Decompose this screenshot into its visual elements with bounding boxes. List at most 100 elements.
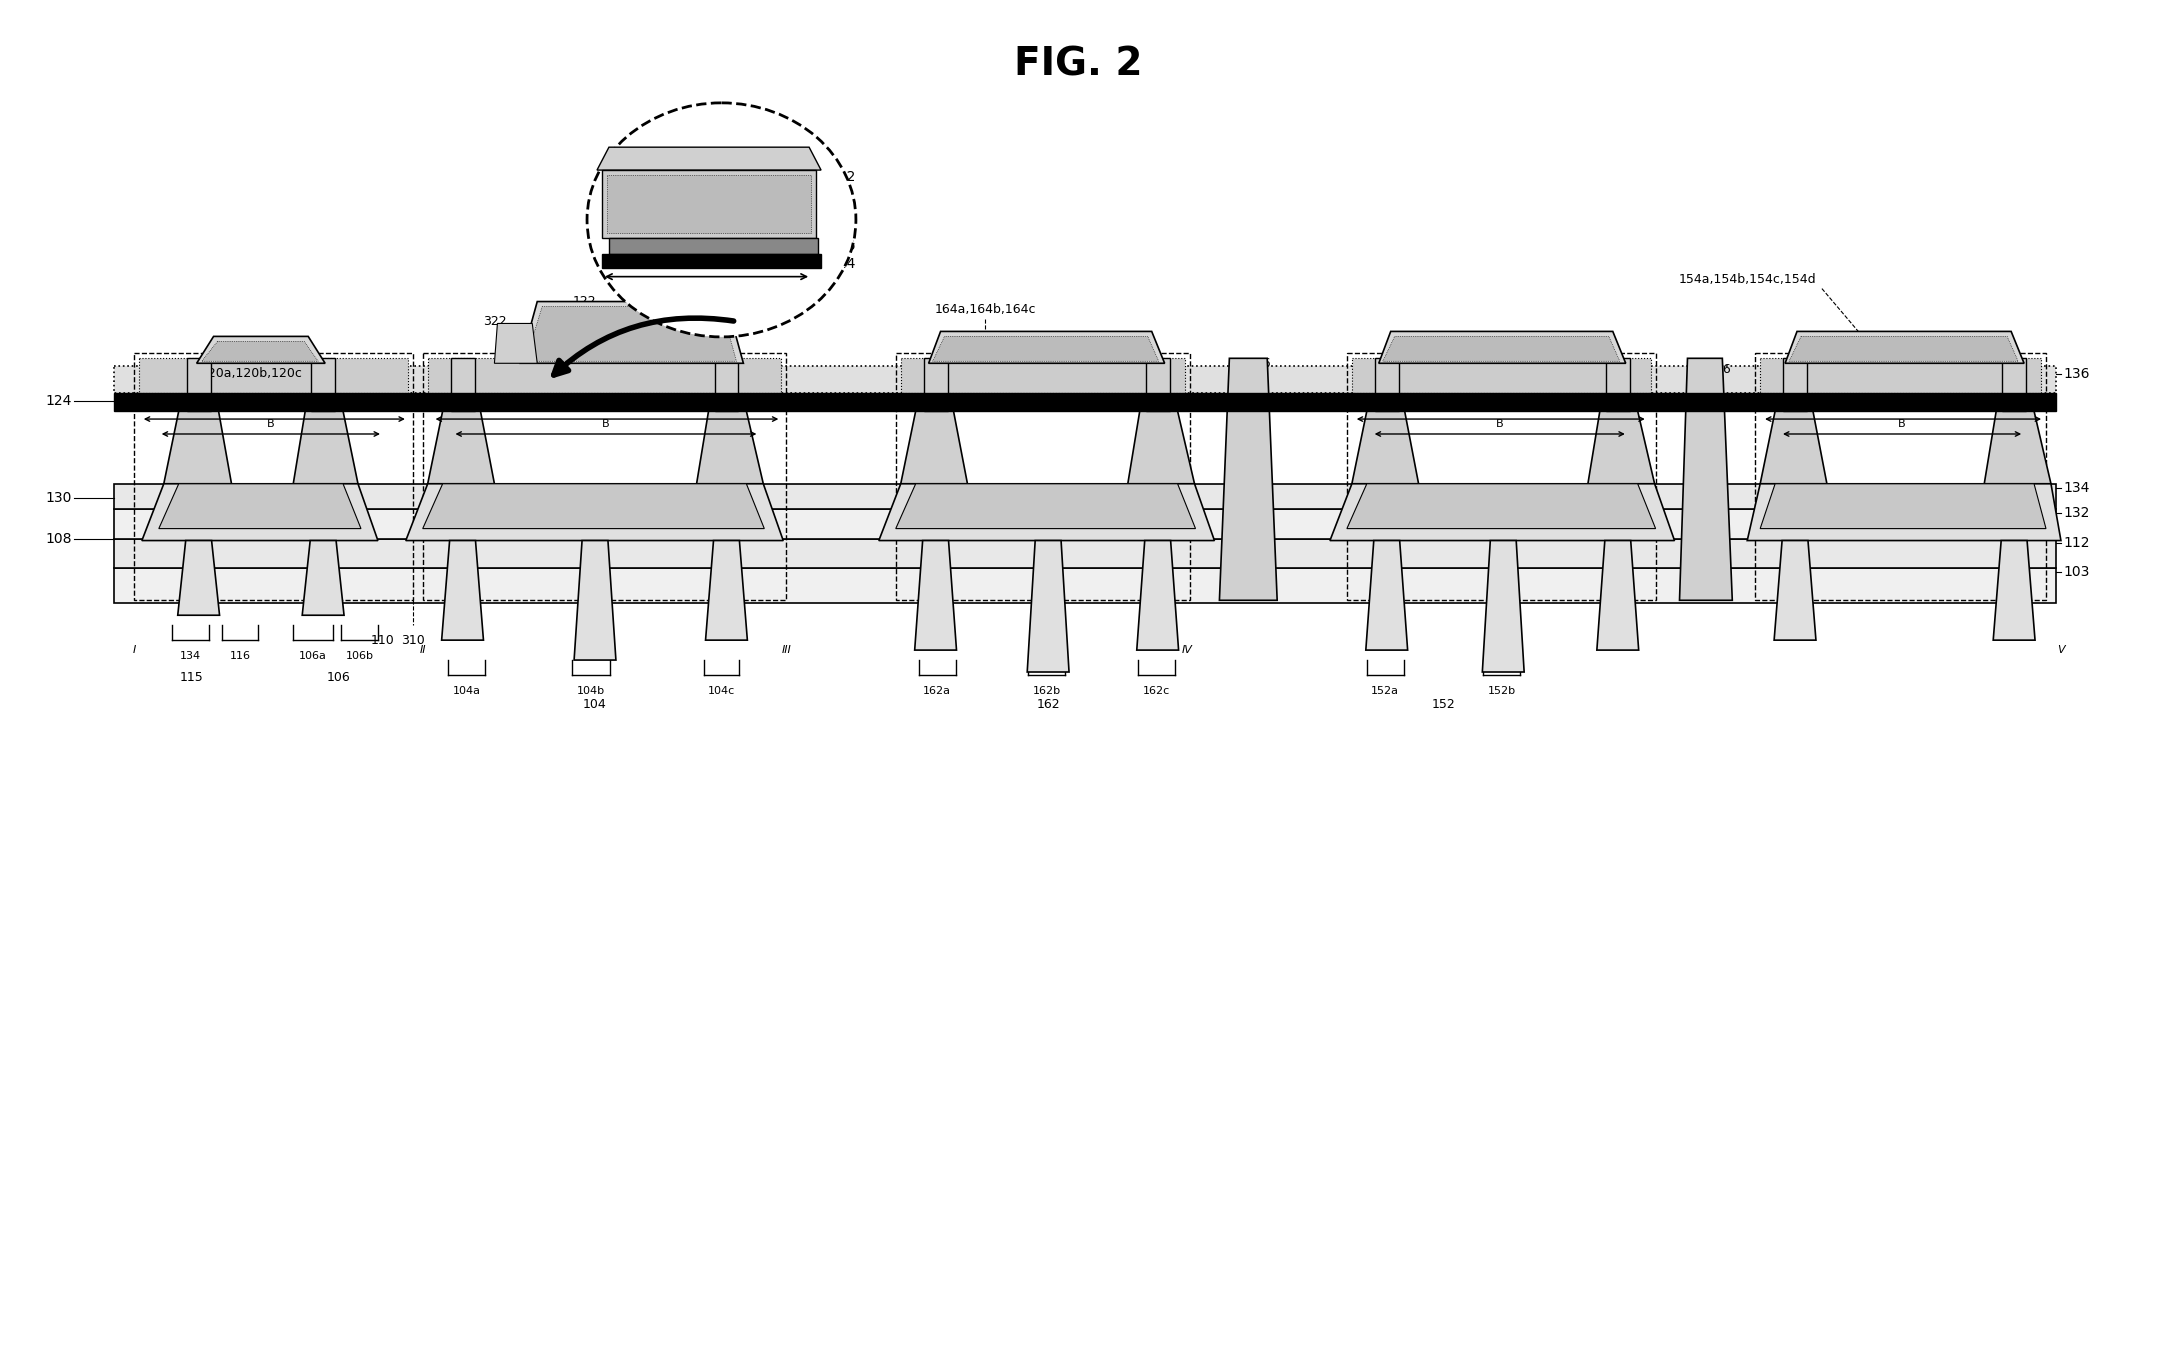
Bar (602, 170, 815, 238)
Text: 124: 124 (828, 257, 856, 271)
Polygon shape (302, 540, 345, 616)
Polygon shape (1137, 540, 1178, 651)
Bar (608, 238, 818, 253)
Text: 166: 166 (1247, 357, 1270, 370)
Polygon shape (705, 540, 746, 640)
Bar (138, 358, 408, 393)
Text: 106b: 106b (345, 651, 373, 661)
Polygon shape (177, 540, 220, 616)
Bar (114, 484, 2056, 509)
Text: 134: 134 (179, 651, 201, 661)
Polygon shape (574, 540, 617, 660)
Text: 164a,164b,164c: 164a,164b,164c (934, 303, 1035, 317)
Polygon shape (1383, 337, 1620, 361)
Text: 120a,120b,120c: 120a,120b,120c (201, 366, 302, 380)
Text: 310: 310 (401, 633, 425, 647)
Text: A: A (1497, 404, 1506, 414)
Polygon shape (1760, 484, 2047, 528)
Text: 236b: 236b (626, 286, 658, 298)
Text: B: B (1898, 419, 1907, 430)
Bar (895, 353, 1189, 601)
Polygon shape (520, 302, 744, 364)
Text: B: B (267, 419, 274, 430)
Polygon shape (160, 484, 360, 528)
Text: 134: 134 (2064, 481, 2090, 494)
Bar (114, 539, 2056, 568)
Text: 162a: 162a (923, 686, 951, 696)
Polygon shape (697, 411, 764, 484)
Text: 122: 122 (828, 170, 856, 185)
Text: 108: 108 (45, 532, 71, 546)
Polygon shape (1588, 411, 1654, 484)
Text: A: A (1900, 404, 1907, 414)
Polygon shape (1128, 411, 1195, 484)
Text: 236a: 236a (688, 280, 718, 294)
Bar (423, 353, 785, 601)
Text: 104c: 104c (707, 686, 736, 696)
Bar (923, 358, 947, 411)
Text: B: B (1497, 419, 1503, 430)
Polygon shape (1596, 540, 1639, 651)
Text: A: A (604, 404, 610, 414)
Text: 132: 132 (2064, 505, 2090, 520)
Polygon shape (930, 331, 1165, 364)
Polygon shape (406, 484, 783, 540)
Bar (134, 353, 412, 601)
Bar (1346, 353, 1657, 601)
Bar (1374, 358, 1398, 411)
Text: III: III (781, 645, 792, 655)
Bar (714, 358, 738, 411)
Polygon shape (1788, 337, 2019, 361)
Text: 154a,154b,154c,154d: 154a,154b,154c,154d (1678, 273, 1816, 286)
Text: 322: 322 (483, 315, 507, 327)
Text: 136: 136 (2064, 368, 2090, 381)
Polygon shape (1346, 484, 1657, 528)
Polygon shape (915, 540, 956, 651)
Polygon shape (902, 411, 968, 484)
Bar (188, 358, 211, 411)
Text: II: II (418, 645, 425, 655)
Polygon shape (932, 337, 1158, 361)
Text: 104b: 104b (576, 686, 606, 696)
Text: 124: 124 (45, 395, 71, 408)
Text: B: B (602, 419, 610, 430)
Polygon shape (526, 307, 736, 361)
Text: 115: 115 (179, 672, 203, 684)
Text: I: I (132, 645, 136, 655)
Polygon shape (1680, 358, 1732, 601)
Polygon shape (597, 147, 822, 170)
Text: 106a: 106a (300, 651, 328, 661)
Polygon shape (196, 337, 326, 364)
Ellipse shape (587, 102, 856, 337)
Polygon shape (1331, 484, 1674, 540)
Polygon shape (1993, 540, 2034, 640)
Polygon shape (1482, 540, 1525, 672)
Bar (1760, 358, 2041, 393)
Bar (2002, 358, 2025, 411)
Bar (1756, 353, 2047, 601)
Text: 104a: 104a (453, 686, 481, 696)
Text: 112: 112 (2064, 536, 2090, 550)
Bar (1352, 358, 1650, 393)
Polygon shape (878, 484, 1214, 540)
Polygon shape (442, 540, 483, 640)
Polygon shape (1760, 411, 1827, 484)
Polygon shape (1786, 331, 2023, 364)
Text: 162b: 162b (1033, 686, 1061, 696)
Bar (902, 358, 1184, 393)
Text: 110: 110 (371, 633, 395, 647)
Polygon shape (201, 341, 317, 361)
Bar (114, 393, 2056, 411)
Polygon shape (427, 411, 494, 484)
Text: 106: 106 (326, 672, 349, 684)
Polygon shape (1984, 411, 2051, 484)
Text: 162c: 162c (1143, 686, 1169, 696)
Bar (451, 358, 475, 411)
Polygon shape (1027, 540, 1070, 672)
Bar (1784, 358, 1808, 411)
Text: 152a: 152a (1372, 686, 1400, 696)
Text: 116: 116 (229, 651, 250, 661)
Bar (602, 253, 822, 268)
Bar (1145, 358, 1169, 411)
Bar (606, 175, 811, 233)
